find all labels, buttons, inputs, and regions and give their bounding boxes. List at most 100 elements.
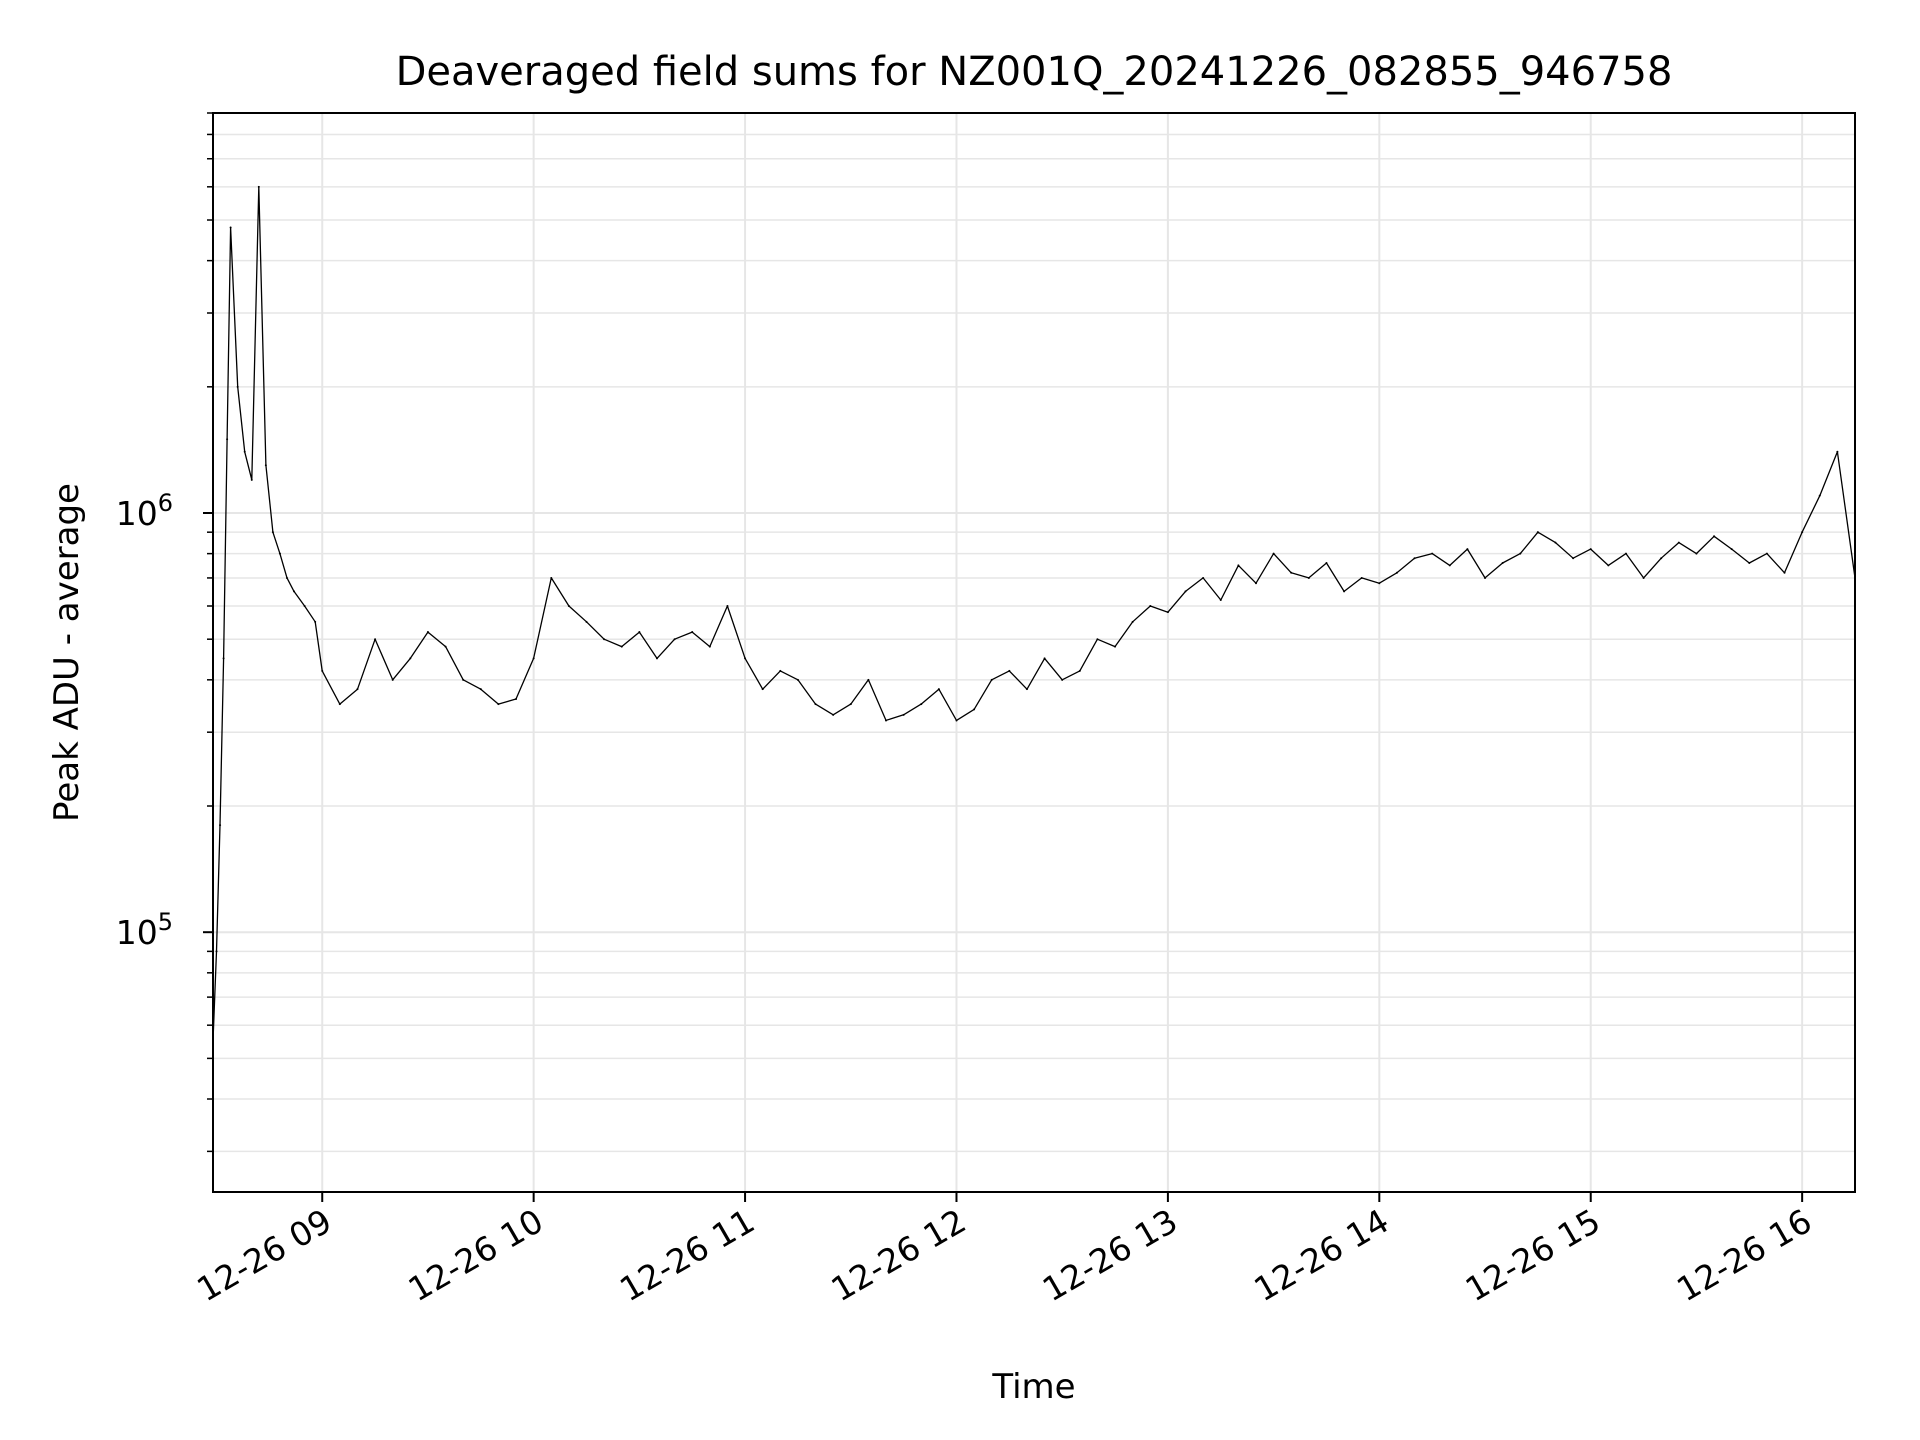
y-axis: 105 106 — [116, 112, 213, 1153]
data-point — [338, 703, 341, 706]
data-point — [314, 620, 317, 623]
data-point — [955, 719, 958, 722]
data-point — [1272, 552, 1275, 555]
data-point — [532, 657, 535, 660]
data-point — [1413, 557, 1416, 560]
data-point — [1748, 561, 1751, 564]
data-point — [814, 703, 817, 706]
data-point — [1290, 571, 1293, 574]
data-point — [726, 605, 729, 608]
y-tick-label: 106 — [116, 489, 173, 533]
data-point — [444, 645, 447, 648]
data-point — [257, 185, 260, 188]
x-axis-label: Time — [991, 1367, 1075, 1407]
data-point — [497, 703, 500, 706]
data-point — [1536, 531, 1539, 534]
data-point — [409, 657, 412, 660]
plot-area — [212, 185, 1856, 1043]
data-point — [620, 645, 623, 648]
data-point — [1713, 535, 1716, 538]
data-point — [1589, 548, 1592, 551]
data-point — [1730, 548, 1733, 551]
data-point — [1484, 576, 1487, 579]
data-point — [1554, 541, 1557, 544]
data-point — [1343, 590, 1346, 593]
data-point — [638, 631, 641, 634]
data-point — [779, 669, 782, 672]
data-point — [222, 657, 225, 660]
data-point — [264, 464, 267, 467]
chart-title: Deaveraged field sums for NZ001Q_2024122… — [396, 49, 1673, 95]
data-point — [1466, 548, 1469, 551]
data-point — [1695, 552, 1698, 555]
grid — [213, 112, 1855, 1192]
data-point — [1607, 564, 1610, 567]
data-point — [515, 697, 518, 700]
data-point — [567, 605, 570, 608]
data-point — [391, 678, 394, 681]
data-point — [426, 631, 429, 634]
data-point — [1025, 688, 1028, 691]
data-point — [885, 719, 888, 722]
data-point — [1395, 571, 1398, 574]
data-point — [1166, 611, 1169, 614]
data-point — [1783, 571, 1786, 574]
data-point — [271, 531, 274, 534]
plot-frame — [212, 112, 1856, 1193]
data-point — [1378, 582, 1381, 585]
data-point — [1202, 576, 1205, 579]
data-point — [1836, 450, 1839, 453]
data-point — [1801, 531, 1804, 534]
data-point — [1765, 552, 1768, 555]
y-axis-label: Peak ADU - average — [47, 483, 87, 822]
data-point — [321, 669, 324, 672]
data-point — [1237, 564, 1240, 567]
data-point — [867, 678, 870, 681]
data-point — [250, 478, 253, 481]
data-point — [1219, 599, 1222, 602]
data-point — [1078, 669, 1081, 672]
data-point — [1501, 561, 1504, 564]
data-point — [285, 576, 288, 579]
data-point — [1660, 557, 1663, 560]
data-point — [1307, 576, 1310, 579]
data-point — [1184, 590, 1187, 593]
data-point — [1131, 620, 1134, 623]
data-point — [937, 688, 940, 691]
data-point — [229, 226, 232, 229]
data-point — [215, 950, 218, 953]
data-point — [374, 638, 377, 641]
data-point — [303, 605, 306, 608]
data-point — [585, 620, 588, 623]
data-point — [1519, 552, 1522, 555]
data-point — [479, 688, 482, 691]
data-point — [744, 657, 747, 660]
data-point — [1360, 576, 1363, 579]
data-point — [1448, 564, 1451, 567]
data-point — [920, 703, 923, 706]
data-point — [1431, 552, 1434, 555]
data-point — [1254, 582, 1257, 585]
data-point — [356, 688, 359, 691]
data-point — [849, 703, 852, 706]
data-point — [1043, 657, 1046, 660]
data-point — [761, 688, 764, 691]
data-point — [796, 678, 799, 681]
data-point — [990, 678, 993, 681]
data-point — [293, 590, 296, 593]
data-point — [1818, 494, 1821, 497]
data-point — [691, 631, 694, 634]
data-point — [973, 708, 976, 711]
data-point — [1642, 576, 1645, 579]
data-point — [1008, 669, 1011, 672]
data-point — [1677, 541, 1680, 544]
data-point — [1572, 557, 1575, 560]
data-point — [1096, 638, 1099, 641]
data-point — [603, 638, 606, 641]
data-point — [278, 552, 281, 555]
data-point — [243, 450, 246, 453]
data-point — [1149, 605, 1152, 608]
data-point — [708, 645, 711, 648]
